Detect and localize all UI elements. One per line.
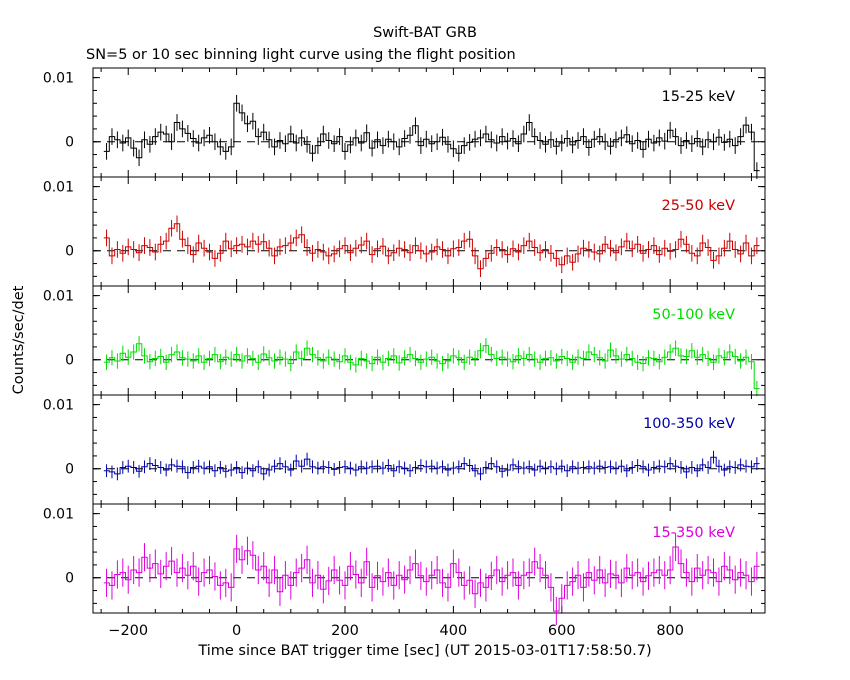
x-tick-label: −200 <box>108 623 148 639</box>
x-tick-label: 800 <box>656 623 684 639</box>
band-label: 25-50 keV <box>662 198 736 214</box>
y-tick-label: 0 <box>65 353 74 369</box>
band-label: 15-25 keV <box>662 89 736 105</box>
x-tick-label: 0 <box>232 623 241 639</box>
band-label: 15-350 keV <box>652 525 735 541</box>
chart-subtitle: SN=5 or 10 sec binning light curve using… <box>86 47 516 63</box>
band-label: 100-350 keV <box>643 416 735 432</box>
x-tick-label: 600 <box>548 623 576 639</box>
x-tick-label: 400 <box>440 623 468 639</box>
y-tick-label: 0.01 <box>43 507 74 523</box>
panel-frame <box>92 67 766 178</box>
y-tick-label: 0 <box>65 462 74 478</box>
y-tick-label: 0 <box>65 571 74 587</box>
y-tick-label: 0.01 <box>43 180 74 196</box>
y-tick-label: 0.01 <box>43 71 74 87</box>
x-tick-label: 200 <box>331 623 359 639</box>
panel-frame <box>92 394 766 505</box>
y-tick-label: 0.01 <box>43 398 74 414</box>
chart-title: Swift-BAT GRB <box>373 25 477 41</box>
panel-frame <box>92 503 766 614</box>
light-curve-panels: 0 0.01 15-25 keV 0 0.01 25-50 keV 0 0.01 50-100 … <box>43 67 766 639</box>
panel-frame <box>92 285 766 396</box>
x-axis-label: Time since BAT trigger time [sec] (UT 20… <box>197 643 651 659</box>
y-tick-label: 0 <box>65 135 74 151</box>
panel-frame <box>92 176 766 287</box>
y-axis-label: Counts/sec/det <box>11 285 27 394</box>
y-tick-label: 0.01 <box>43 289 74 305</box>
band-label: 50-100 keV <box>652 307 735 323</box>
y-tick-label: 0 <box>65 244 74 260</box>
